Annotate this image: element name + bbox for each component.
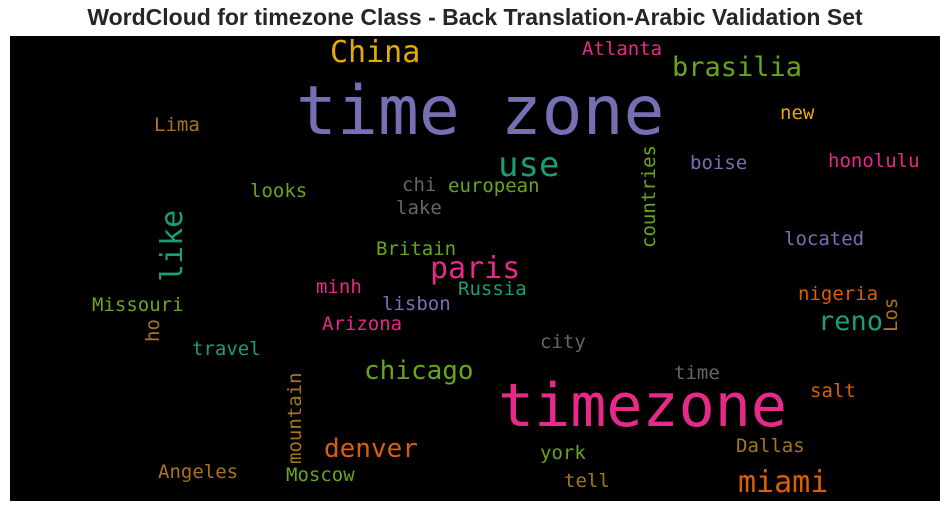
wordcloud-word-reno: reno — [818, 306, 884, 337]
wordcloud-canvas: time zone timezone China brasilia Atlanta use… — [10, 36, 940, 501]
wordcloud-word-travel: travel — [192, 338, 261, 360]
wordcloud-word-countries: countries — [638, 145, 660, 248]
wordcloud-word-timezone: timezone — [498, 371, 787, 441]
wordcloud-word-mountain: mountain — [284, 372, 306, 464]
wordcloud-word-atlanta: Atlanta — [582, 38, 663, 60]
wordcloud-word-lake: lake — [396, 197, 442, 219]
wordcloud-word-miami: miami — [738, 465, 829, 500]
wordcloud-word-new: new — [780, 102, 815, 124]
wordcloud-word-european: european — [448, 175, 540, 197]
wordcloud-word-nigeria: nigeria — [798, 283, 879, 305]
wordcloud-word-paris: paris — [430, 251, 521, 286]
wordcloud-word-tell: tell — [564, 470, 610, 492]
wordcloud-word-salt: salt — [810, 380, 856, 402]
wordcloud-word-honolulu: honolulu — [828, 150, 920, 172]
chart-title: WordCloud for timezone Class - Back Tran… — [87, 4, 863, 30]
wordcloud-word-boise: boise — [690, 152, 748, 174]
wordcloud-word-angeles: Angeles — [158, 461, 239, 483]
wordcloud-word-city: city — [540, 331, 586, 353]
wordcloud-word-ho: ho — [142, 319, 164, 342]
wordcloud-word-time-zone: time zone — [296, 72, 665, 151]
wordcloud-word-chicago: chicago — [364, 356, 474, 386]
wordcloud-word-like: like — [155, 209, 190, 282]
wordcloud-word-lima: Lima — [154, 114, 200, 136]
wordcloud-word-moscow: Moscow — [286, 464, 355, 486]
wordcloud-word-dallas: Dallas — [736, 435, 805, 457]
wordcloud-word-russia: Russia — [458, 278, 527, 300]
wordcloud-word-brasilia: brasilia — [672, 52, 803, 83]
wordcloud-word-arizona: Arizona — [322, 313, 403, 335]
wordcloud-word-chi: chi — [402, 174, 437, 196]
wordcloud-word-denver: denver — [324, 434, 418, 464]
wordcloud-word-missouri: Missouri — [92, 294, 184, 316]
wordcloud-word-los: Los — [880, 297, 902, 332]
wordcloud-word-looks: looks — [250, 180, 308, 202]
wordcloud-word-york: york — [540, 442, 586, 464]
wordcloud-word-use: use — [498, 145, 560, 185]
wordcloud-word-china: China — [330, 36, 421, 70]
wordcloud-word-britain: Britain — [376, 238, 457, 260]
wordcloud-word-lisbon: lisbon — [382, 293, 451, 315]
wordcloud-word-minh: minh — [316, 276, 362, 298]
wordcloud-word-located: located — [784, 228, 865, 250]
wordcloud-word-time: time — [674, 362, 720, 384]
